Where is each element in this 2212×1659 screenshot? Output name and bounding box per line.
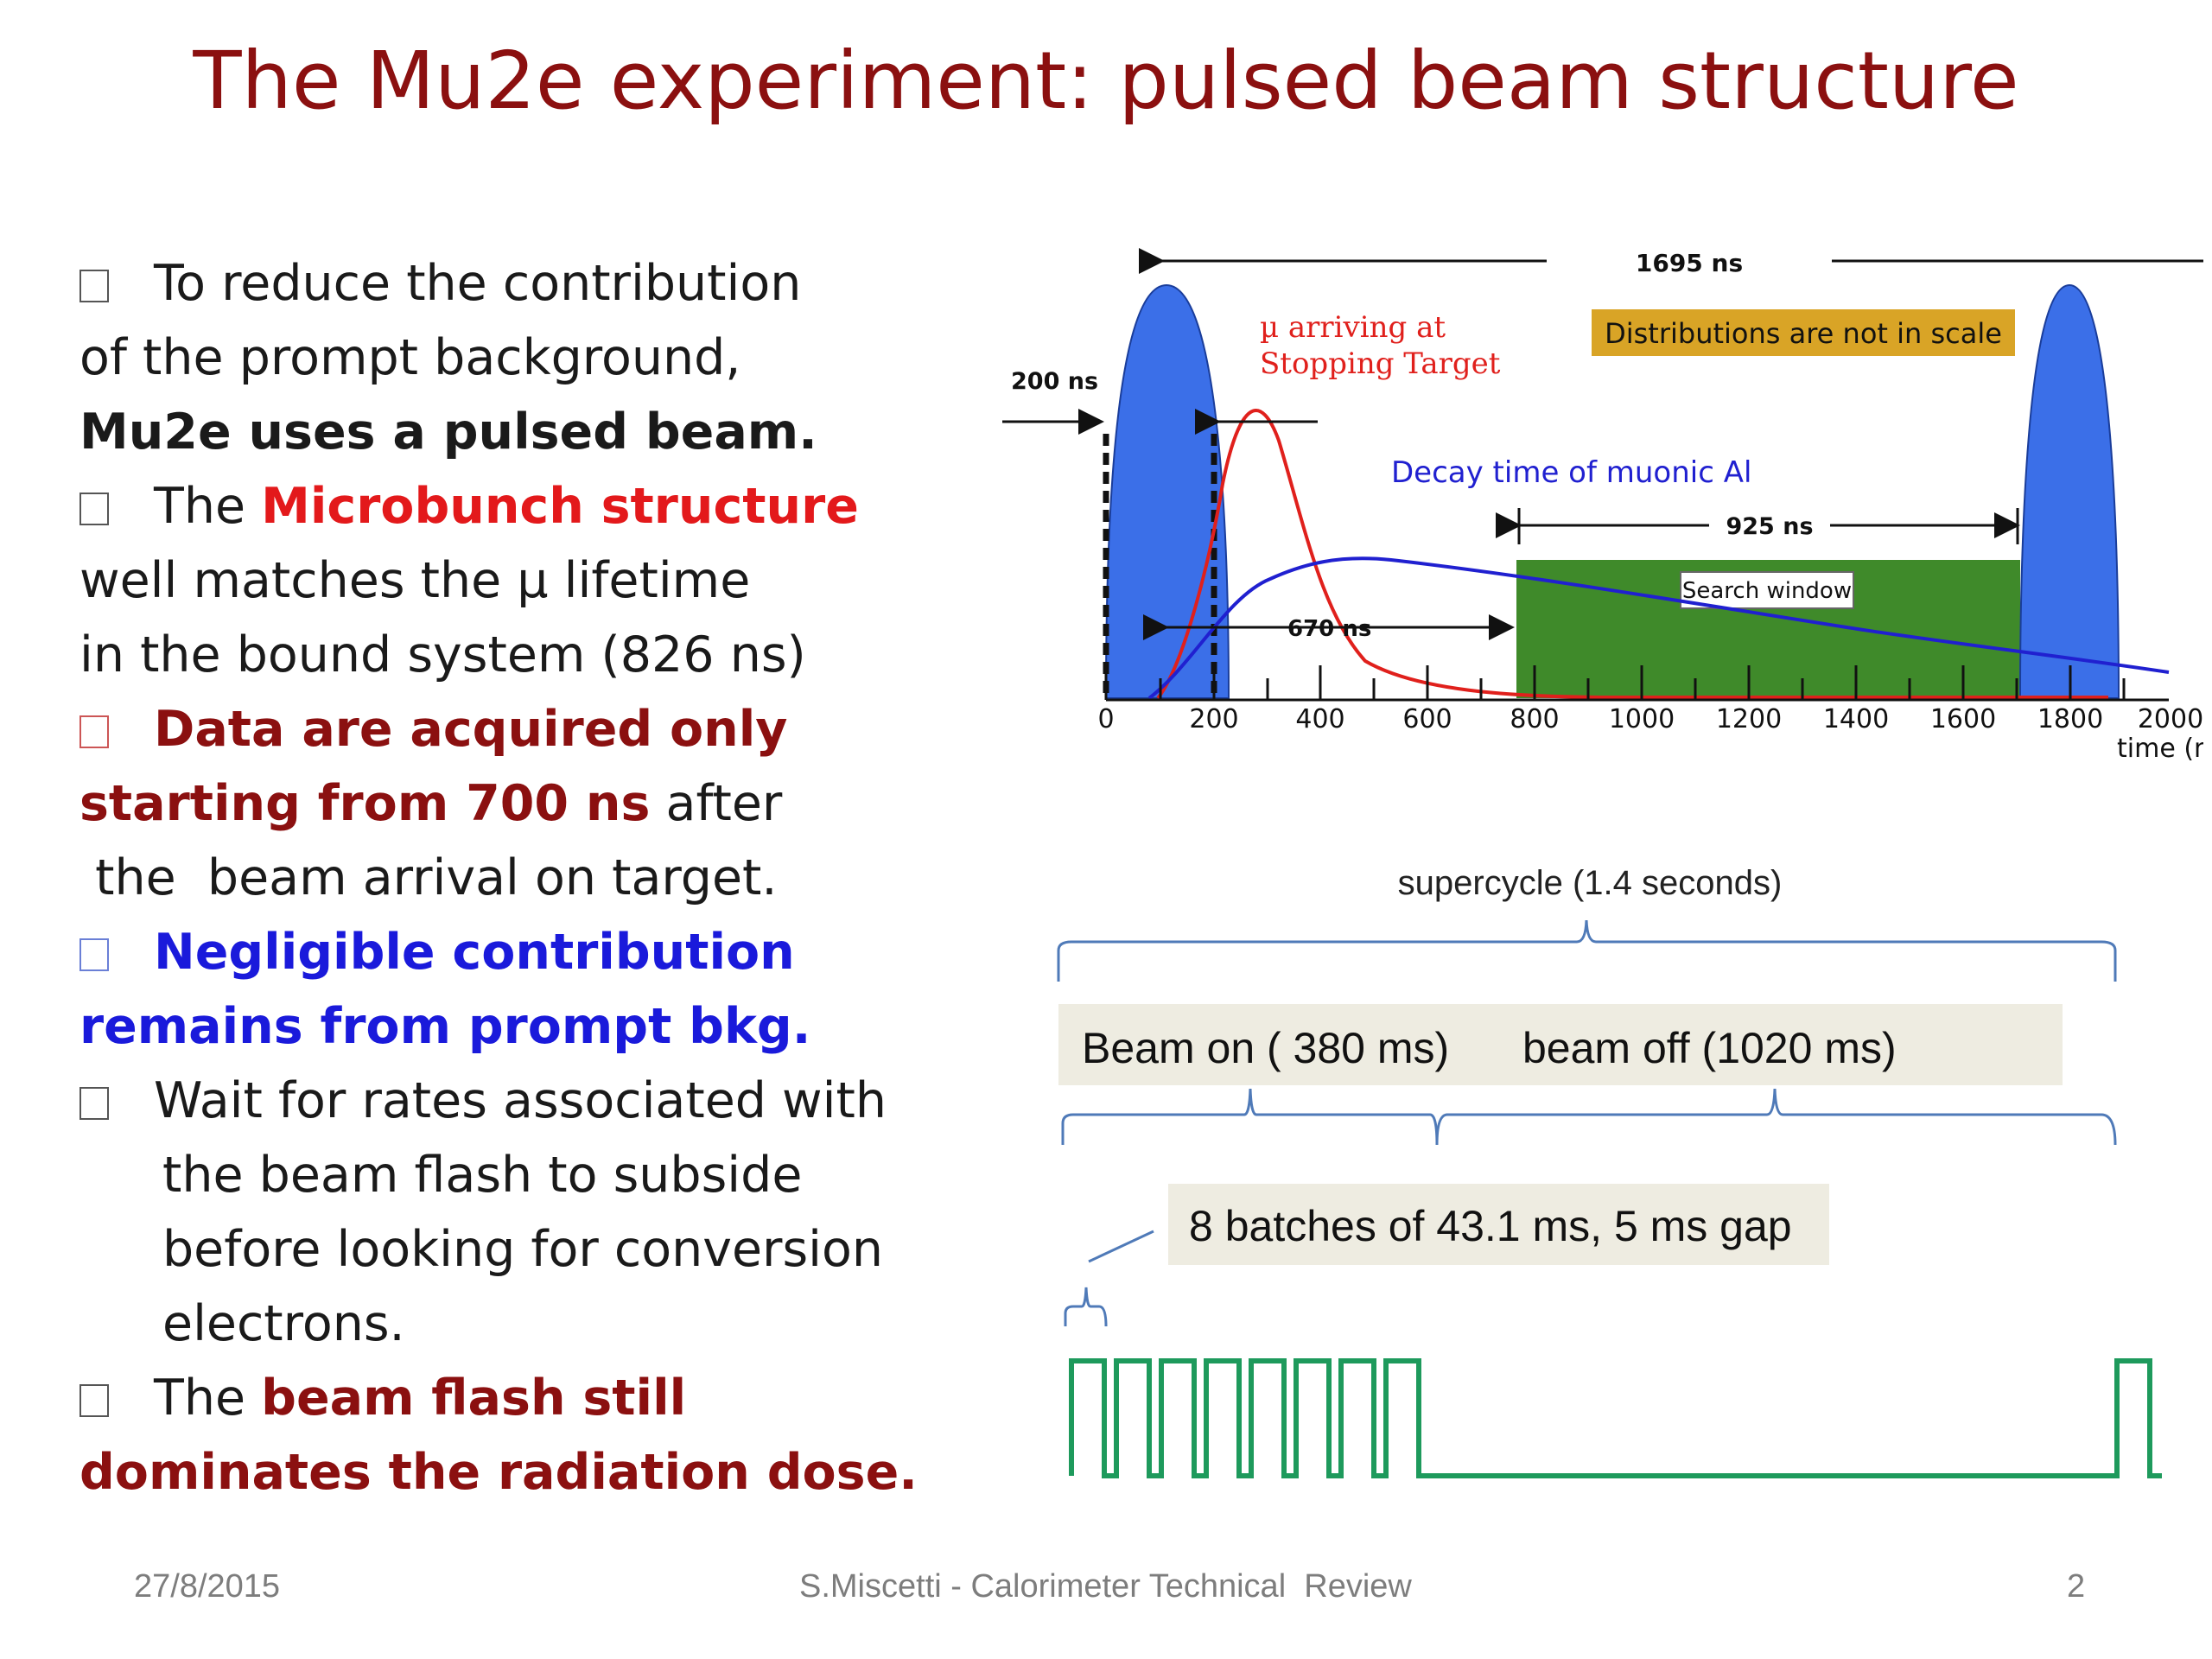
beam-on-brace <box>1061 1088 1439 1146</box>
bullet-checkbox-icon <box>79 1087 109 1120</box>
decay-time-label: Decay time of muonic Al <box>1391 455 1751 490</box>
proton-pulse-left <box>1104 283 1230 699</box>
axis-tick-400: 400 <box>1295 704 1344 734</box>
beam-on-off-box <box>1058 1004 2063 1085</box>
footer-date: 27/8/2015 <box>134 1568 281 1605</box>
label-200ns: 200 ns <box>1011 368 1098 395</box>
span-1695-label: 1695 ns <box>1636 249 1743 277</box>
label-925ns: 925 ns <box>1726 513 1813 540</box>
axis-tick-800: 800 <box>1510 704 1559 734</box>
footer-page-number: 2 <box>2067 1568 2086 1605</box>
batch-brace <box>1064 1287 1108 1327</box>
muon-arrival-curve <box>1156 409 2108 700</box>
not-in-scale-note <box>1592 309 2015 356</box>
bullet-checkbox-icon <box>79 1384 109 1417</box>
bullet-negligible: Negligible contribution remains from pro… <box>79 924 811 1055</box>
beam-off-label: beam off (1020 ms) <box>1522 1024 1897 1072</box>
bullet-data-acquired: Data are acquired only starting from 700… <box>79 701 788 906</box>
bullet-checkbox-icon <box>79 270 109 302</box>
axis-tick-200: 200 <box>1189 704 1238 734</box>
beam-on-label: Beam on ( 380 ms) <box>1082 1024 1449 1072</box>
axis-tick-marks <box>1104 665 2126 700</box>
slide-title: The Mu2e experiment: pulsed beam structu… <box>193 35 2019 127</box>
pulse-train <box>1069 1358 2162 1478</box>
axis-tick-1000: 1000 <box>1609 704 1675 734</box>
footer-center: S.Miscetti - Calorimeter Technical Revie… <box>799 1568 1412 1605</box>
beam-off-brace <box>1435 1088 2117 1146</box>
bullet-checkbox-icon <box>79 715 109 748</box>
bullet-reduce-background: To reduce the contribution of the prompt… <box>79 255 817 461</box>
supercycle-diagram: supercycle (1.4 seconds) Beam on ( 380 m… <box>1057 864 2162 1478</box>
axis-tick-2000: 2000 <box>2138 704 2203 734</box>
axis-tick-1600: 1600 <box>1930 704 1996 734</box>
search-window-label: Search window <box>1682 578 1852 604</box>
mu-arriving-label-1: µ arriving at <box>1260 310 1446 345</box>
bullet-wait-rates: Wait for rates associated with the beam … <box>79 1064 944 1361</box>
axis-tick-1800: 1800 <box>2037 704 2103 734</box>
batch-pointer-line <box>1088 1230 1154 1263</box>
muonic-al-decay-curve <box>1147 556 2170 700</box>
axis-tick-1200: 1200 <box>1716 704 1782 734</box>
bullet-checkbox-icon <box>79 938 109 971</box>
axis-tick-0: 0 <box>1097 704 1114 734</box>
mu-arriving-label-2: Stopping Target <box>1260 346 1501 381</box>
bullet-checkbox-icon <box>79 493 109 525</box>
supercycle-label: supercycle (1.4 seconds) <box>1398 864 1783 902</box>
label-670ns: 670 ns <box>1287 616 1371 642</box>
bullet-microbunch: The Microbunch structure well matches th… <box>79 478 859 683</box>
batches-label: 8 batches of 43.1 ms, 5 ms gap <box>1189 1202 1792 1250</box>
not-in-scale-text: Distributions are not in scale <box>1605 317 2002 350</box>
axis-tick-600: 600 <box>1402 704 1452 734</box>
microbunch-time-diagram: 1695 ns Search window 200 ns µ arriving … <box>1002 244 2203 764</box>
supercycle-brace <box>1057 919 2117 982</box>
axis-tick-1400: 1400 <box>1823 704 1889 734</box>
proton-pulse-right <box>2018 283 2120 699</box>
batches-box <box>1168 1184 1829 1265</box>
axis-label-time: time (ns) <box>2117 734 2203 764</box>
bullet-beam-flash: The beam flash still dominates the radia… <box>79 1370 918 1501</box>
